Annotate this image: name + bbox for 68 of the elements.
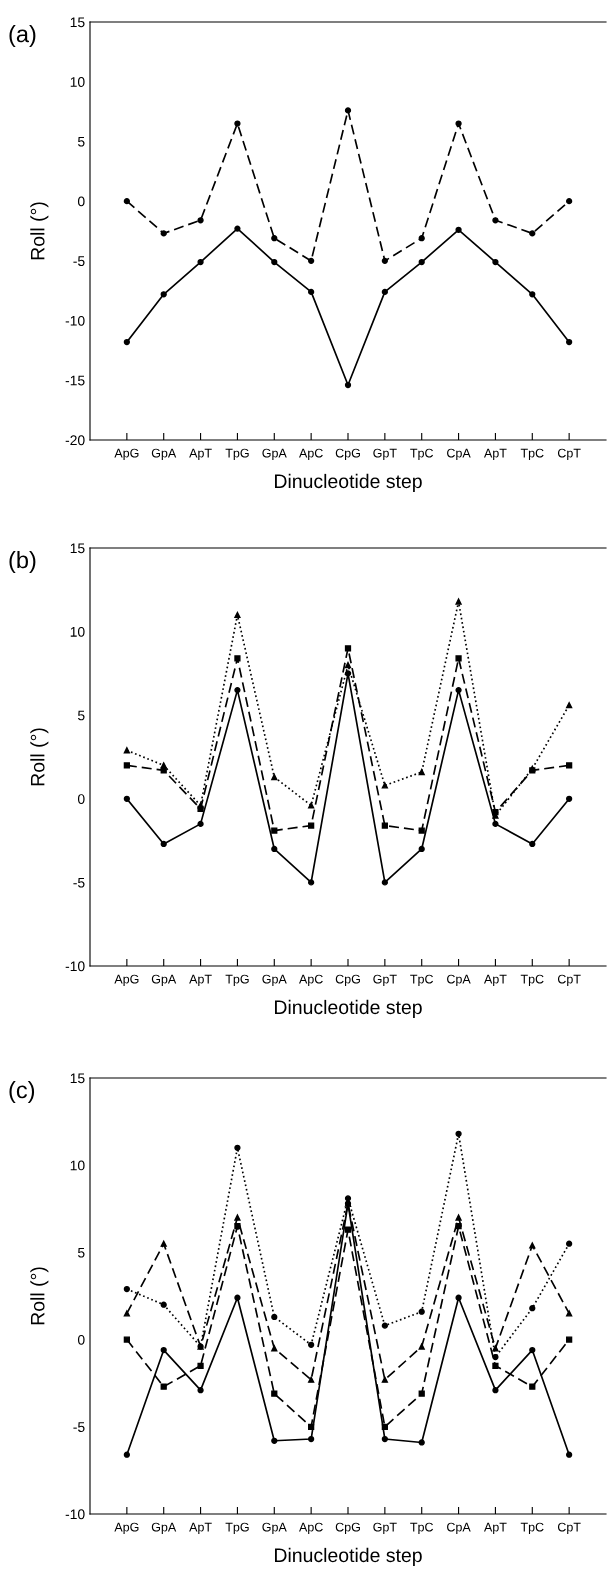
x-tick-label: TpC — [410, 1522, 434, 1534]
y-tick-label: 5 — [77, 1247, 85, 1258]
x-tick-label: CpA — [447, 448, 471, 460]
x-axis-title: Dinucleotide step — [275, 473, 422, 492]
y-axis-title: Roll (°) — [30, 728, 49, 786]
x-tick-label: GpA — [262, 974, 287, 986]
x-tick-label: TpG — [225, 448, 249, 460]
y-tick-label: 0 — [77, 794, 85, 804]
x-tick-label: CpA — [447, 974, 471, 986]
x-tick-label: CpT — [557, 1522, 581, 1534]
y-tick-label: -10 — [65, 961, 85, 972]
x-tick-label: GpT — [373, 448, 397, 460]
y-tick-label: 10 — [70, 77, 85, 87]
x-tick-label: GpA — [262, 448, 287, 460]
y-tick-label: -10 — [65, 1509, 85, 1520]
x-tick-label: ApC — [299, 448, 323, 460]
x-tick-label: ApG — [114, 974, 139, 986]
x-tick-label: ApT — [189, 1522, 212, 1534]
x-tick-label: ApT — [483, 974, 507, 986]
x-tick-label: ApC — [299, 1522, 323, 1534]
x-tick-label: GpT — [373, 974, 397, 986]
chart-title: (c) — [9, 1080, 35, 1103]
y-tick-label: -5 — [73, 877, 85, 888]
y-axis-title: Roll (°) — [30, 1267, 49, 1325]
x-tick-label: TpG — [225, 974, 249, 986]
x-tick-label: ApT — [189, 974, 212, 986]
x-tick-label: GpT — [373, 1522, 397, 1534]
x-axis-title: Dinucleotide step — [275, 1547, 422, 1566]
x-tick-label: TpC — [520, 448, 544, 460]
x-tick-label: ApC — [299, 974, 323, 986]
chart-title: (b) — [9, 551, 36, 573]
y-tick-label: 10 — [70, 626, 85, 637]
y-tick-label: 10 — [70, 1160, 85, 1171]
y-tick-label: 15 — [70, 1073, 85, 1084]
y-tick-label: 5 — [77, 710, 85, 721]
x-tick-label: ApT — [189, 448, 212, 460]
y-tick-label: 0 — [77, 196, 85, 207]
y-tick-label: 0 — [77, 1334, 85, 1345]
y-axis-title: Roll (°) — [30, 202, 49, 260]
x-tick-label: GpA — [151, 974, 177, 986]
x-tick-label: ApT — [483, 448, 507, 460]
y-tick-label: 15 — [70, 17, 85, 28]
x-tick-label: CpG — [335, 448, 360, 460]
x-tick-label: CpT — [557, 974, 581, 986]
x-tick-label: TpC — [410, 974, 434, 986]
chart-title: (a) — [9, 25, 36, 47]
x-tick-label: GpA — [151, 1522, 177, 1534]
x-tick-label: TpC — [520, 974, 544, 986]
x-tick-label: ApG — [114, 1522, 139, 1534]
x-tick-label: GpA — [151, 448, 177, 460]
x-tick-label: CpA — [447, 1522, 471, 1534]
x-tick-label: TpC — [410, 448, 434, 460]
x-tick-label: ApG — [114, 448, 139, 460]
x-tick-label: CpT — [557, 448, 581, 460]
x-tick-label: GpA — [262, 1522, 287, 1534]
y-tick-label: -15 — [65, 375, 85, 386]
x-tick-label: ApT — [483, 1522, 507, 1534]
x-tick-label: CpG — [335, 974, 360, 986]
y-tick-label: 5 — [77, 136, 85, 147]
x-axis-title: Dinucleotide step — [275, 999, 422, 1018]
y-tick-label: 15 — [70, 543, 85, 554]
y-tick-label: -20 — [65, 435, 85, 446]
x-tick-label: CpG — [335, 1522, 360, 1534]
x-tick-label: TpG — [225, 1522, 249, 1534]
x-tick-label: TpC — [520, 1522, 544, 1534]
y-tick-label: -5 — [73, 1422, 85, 1432]
y-tick-label: -5 — [73, 256, 85, 267]
y-tick-label: -10 — [65, 315, 85, 326]
